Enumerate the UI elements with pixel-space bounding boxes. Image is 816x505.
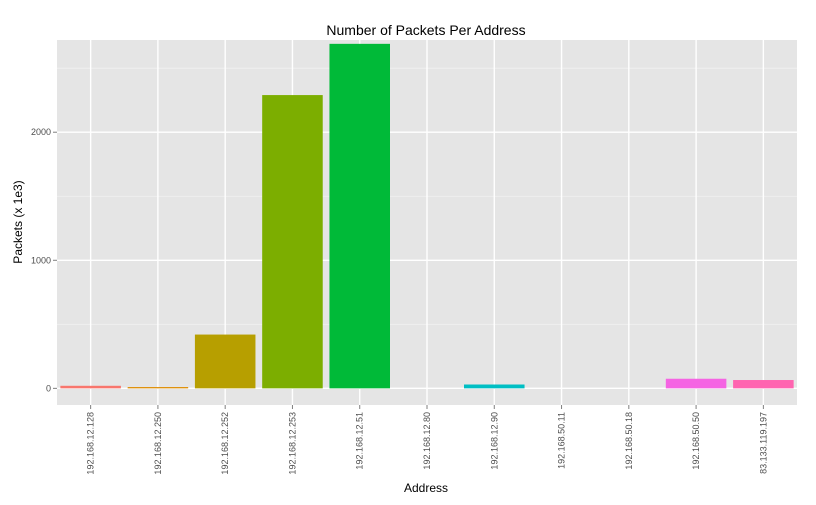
y-tick-label: 0 bbox=[46, 383, 51, 393]
x-tick-label: 192.168.12.128 bbox=[86, 412, 96, 475]
x-tick-label: 192.168.12.51 bbox=[355, 412, 365, 470]
bar bbox=[464, 384, 525, 389]
x-tick-label: 192.168.50.18 bbox=[624, 412, 634, 470]
y-axis-title: Packets (x 1e3) bbox=[11, 180, 25, 263]
x-tick-label: 192.168.50.50 bbox=[691, 412, 701, 470]
chart-title: Number of Packets Per Address bbox=[326, 22, 525, 38]
bar bbox=[60, 385, 121, 389]
x-axis-title: Address bbox=[404, 481, 448, 495]
x-tick-label: 192.168.12.253 bbox=[287, 412, 297, 475]
bar bbox=[262, 95, 323, 389]
x-tick-label: 192.168.12.252 bbox=[220, 412, 230, 475]
y-tick-label: 2000 bbox=[31, 127, 51, 137]
bar bbox=[665, 378, 727, 389]
bar bbox=[329, 43, 390, 389]
bar bbox=[127, 387, 189, 389]
bars bbox=[60, 43, 794, 389]
bar bbox=[194, 334, 256, 389]
x-tick-label: 192.168.12.250 bbox=[153, 412, 163, 475]
x-tick-label: 192.168.12.90 bbox=[489, 412, 499, 470]
x-tick-label: 192.168.50.11 bbox=[557, 412, 567, 469]
y-axis: 0 1000 2000 bbox=[31, 127, 57, 393]
y-tick-label: 1000 bbox=[31, 255, 51, 265]
x-axis: 192.168.12.128 192.168.12.250 192.168.12.2… bbox=[86, 405, 768, 475]
bar bbox=[733, 380, 794, 389]
x-tick-label: 83.133.119.197 bbox=[758, 412, 768, 474]
x-tick-label: 192.168.12.80 bbox=[422, 412, 432, 470]
